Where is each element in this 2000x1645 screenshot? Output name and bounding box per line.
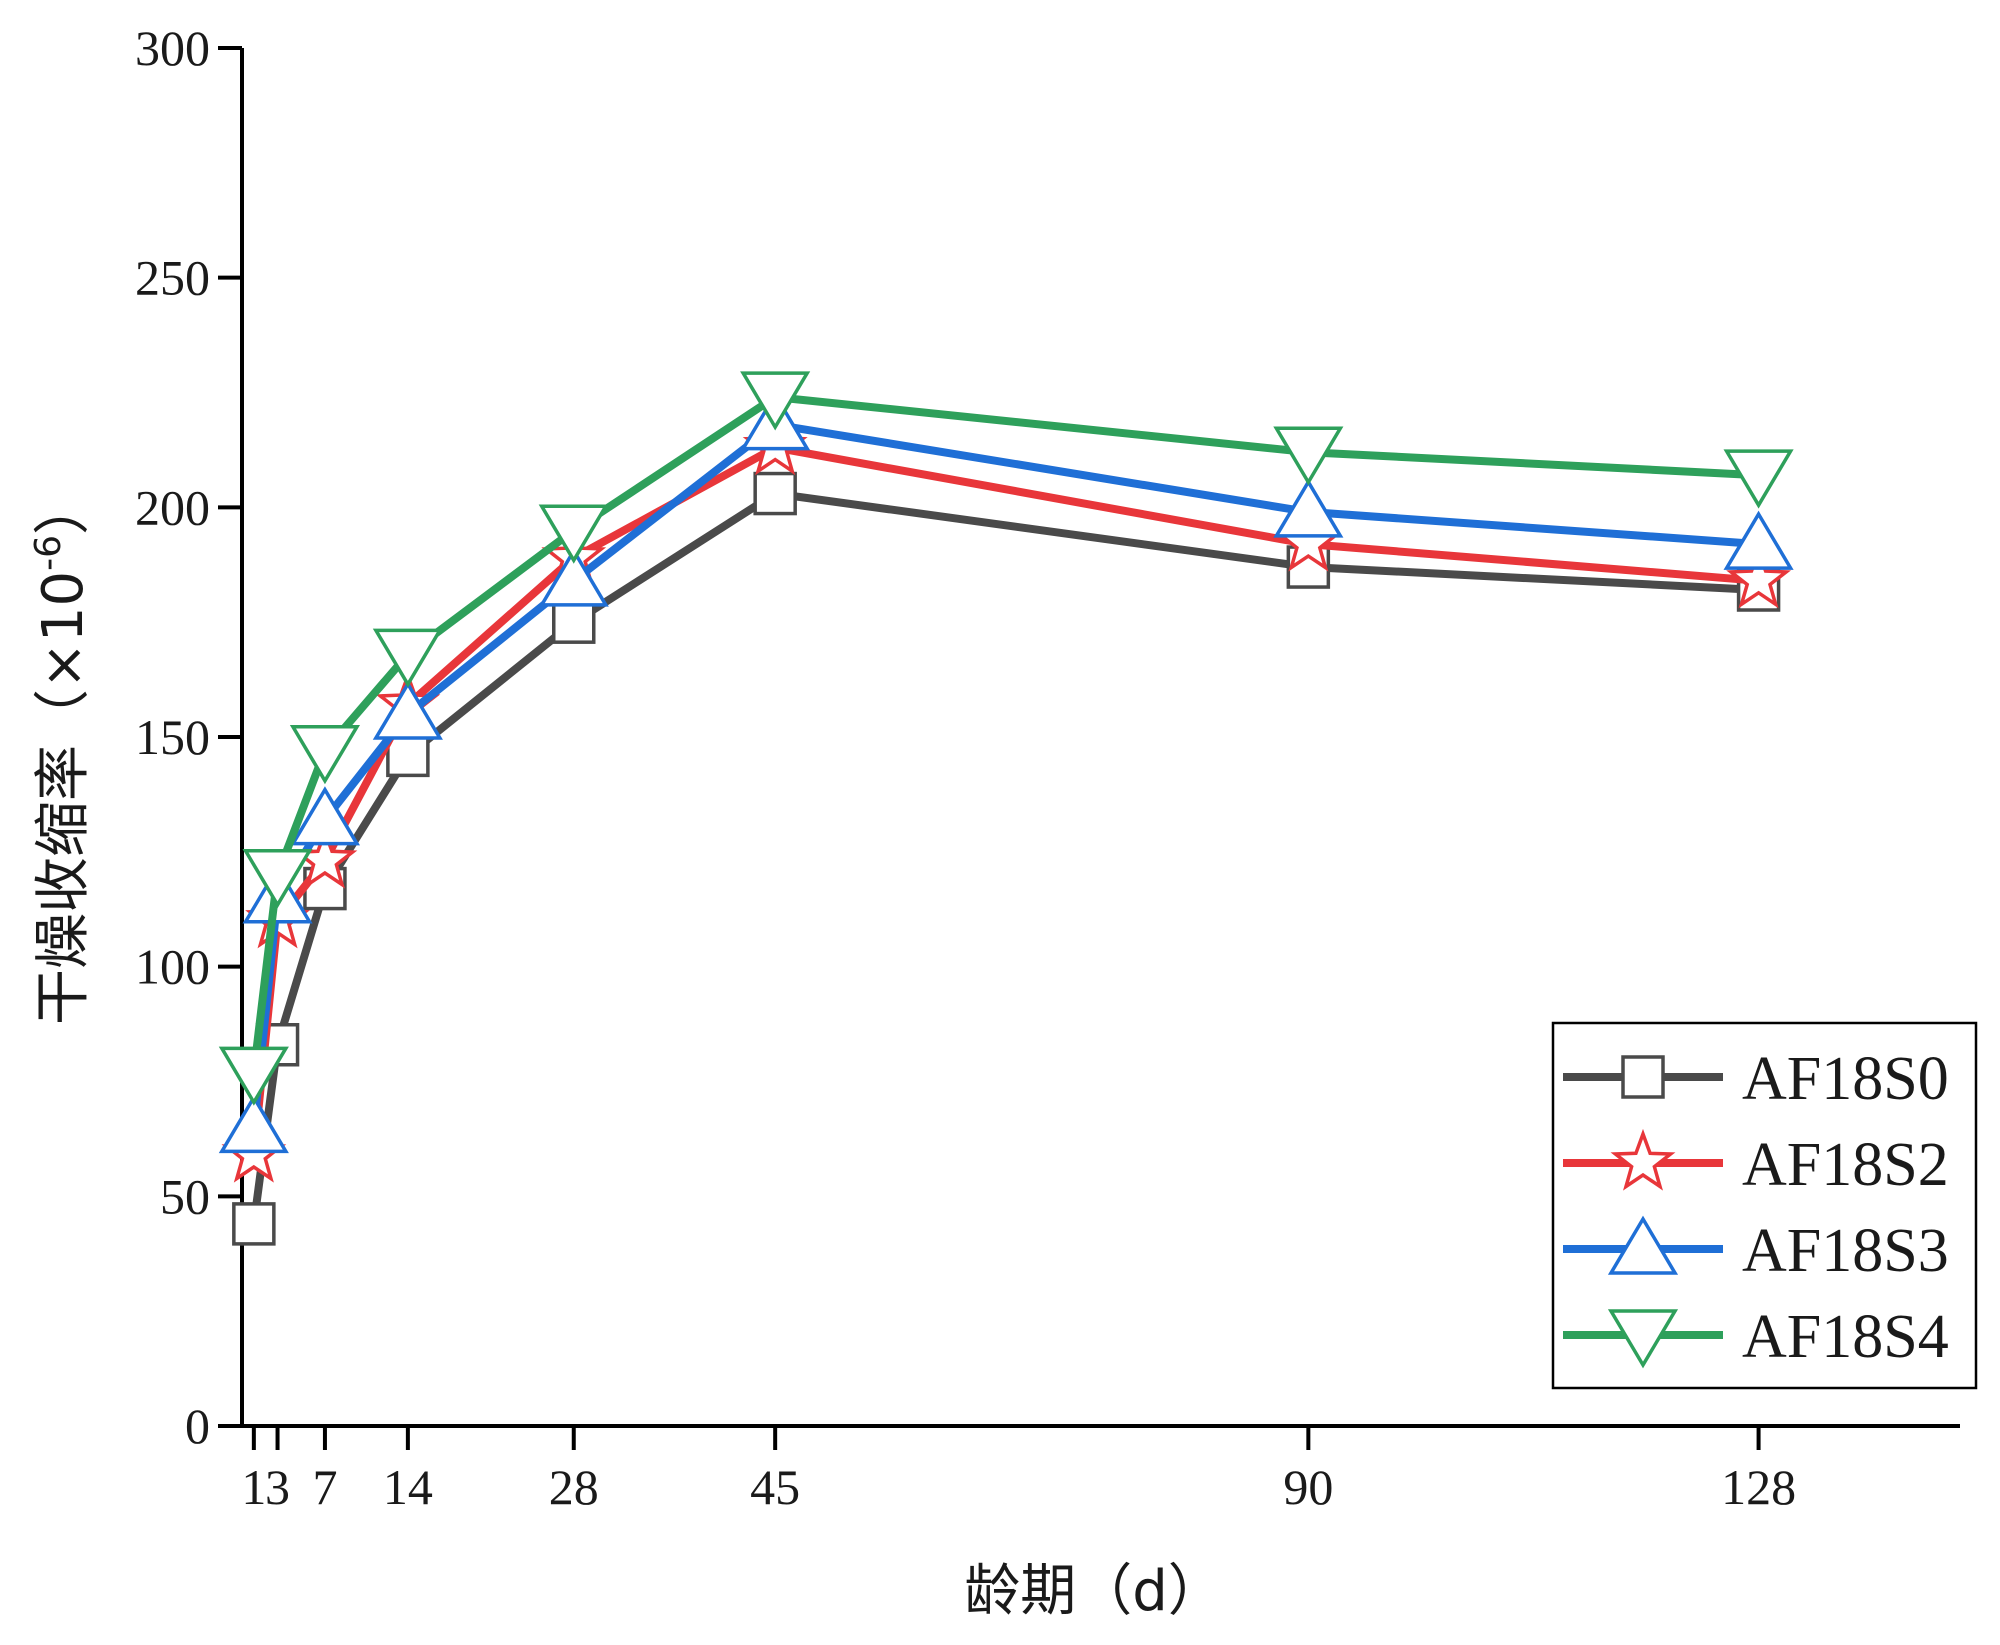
x-tick-label: 28 xyxy=(549,1459,599,1515)
legend-marker-af18s4 xyxy=(1607,1309,1679,1369)
data-point-af18s3 xyxy=(218,1094,289,1154)
y-axis-title-close: ） xyxy=(31,479,96,535)
data-point-af18s3 xyxy=(1273,478,1344,538)
x-tick-label: 90 xyxy=(1283,1459,1333,1515)
x-tick-label: 1 xyxy=(241,1459,266,1515)
x-tick-label: 7 xyxy=(312,1459,337,1515)
x-axis-title: 龄期（d） xyxy=(964,1559,1224,1624)
x-tick-label: 3 xyxy=(265,1459,290,1515)
data-point-af18s0 xyxy=(232,1202,276,1246)
x-tick-label: 128 xyxy=(1721,1459,1796,1515)
legend-marker-af18s3 xyxy=(1607,1215,1679,1275)
y-axis-title-exponent: -6 xyxy=(28,535,69,571)
data-point-af18s0 xyxy=(386,733,430,778)
series-line-af18s4 xyxy=(249,393,1763,1077)
x-tick-label: 14 xyxy=(383,1459,433,1515)
data-point-af18s3 xyxy=(372,680,443,740)
legend-label-af18s0: AF18S0 xyxy=(1742,1045,1949,1113)
y-tick-label: 200 xyxy=(135,479,210,535)
series-line-af18s0 xyxy=(249,489,1763,1228)
data-point-af18s4 xyxy=(242,849,313,909)
data-point-af18s3 xyxy=(1723,510,1794,570)
data-point-af18s4 xyxy=(1723,449,1794,509)
axes: 0 50 100 150 200 250 300 13 7 14 28 45 90 128 龄期（d） 干燥收… xyxy=(28,20,1960,1624)
series-line-af18s2 xyxy=(249,443,1763,1159)
legend-marker-af18s0 xyxy=(1621,1055,1665,1099)
legend-entry-af18s0: AF18S0 xyxy=(1563,1045,1949,1113)
legend-marker-af18s2 xyxy=(1610,1128,1676,1191)
data-point-af18s4 xyxy=(289,725,361,785)
y-axis-title-main: 干燥收缩率（×10 xyxy=(31,571,96,1025)
legend-entry-af18s3: AF18S3 xyxy=(1563,1215,1949,1285)
y-axis-title: 干燥收缩率（×10-6） xyxy=(28,479,96,1025)
legend-entry-af18s4: AF18S4 xyxy=(1563,1303,1949,1371)
y-tick-label: 100 xyxy=(135,939,210,995)
y-tick-label: 50 xyxy=(160,1168,210,1224)
legend-entry-af18s2: AF18S2 xyxy=(1563,1128,1949,1199)
data-point-af18s3 xyxy=(289,786,361,846)
data-point-af18s4 xyxy=(740,371,811,431)
data-point-af18s4 xyxy=(372,628,443,688)
series-line-af18s3 xyxy=(249,420,1763,1132)
data-point-af18s0 xyxy=(552,600,596,644)
x-tick-label: 45 xyxy=(750,1459,800,1515)
legend-label-af18s2: AF18S2 xyxy=(1742,1131,1949,1199)
data-point-af18s4 xyxy=(1273,426,1344,486)
series-af18s0 xyxy=(232,471,1781,1246)
data-point-af18s3 xyxy=(538,547,609,607)
y-tick-label: 150 xyxy=(135,709,210,765)
y-tick-label: 0 xyxy=(185,1398,210,1454)
y-tick-label: 250 xyxy=(135,250,210,306)
legend-label-af18s3: AF18S3 xyxy=(1742,1217,1949,1285)
series-af18s4 xyxy=(218,371,1794,1106)
legend-label-af18s4: AF18S4 xyxy=(1742,1303,1949,1371)
data-point-af18s4 xyxy=(538,504,609,564)
series-group xyxy=(218,371,1794,1246)
data-point-af18s2 xyxy=(1726,546,1792,609)
data-point-af18s4 xyxy=(218,1046,289,1106)
data-point-af18s0 xyxy=(753,471,797,516)
legend: AF18S0 AF18S2 AF18S3 AF18S4 xyxy=(1551,1021,1978,1390)
y-tick-label: 300 xyxy=(135,20,210,76)
